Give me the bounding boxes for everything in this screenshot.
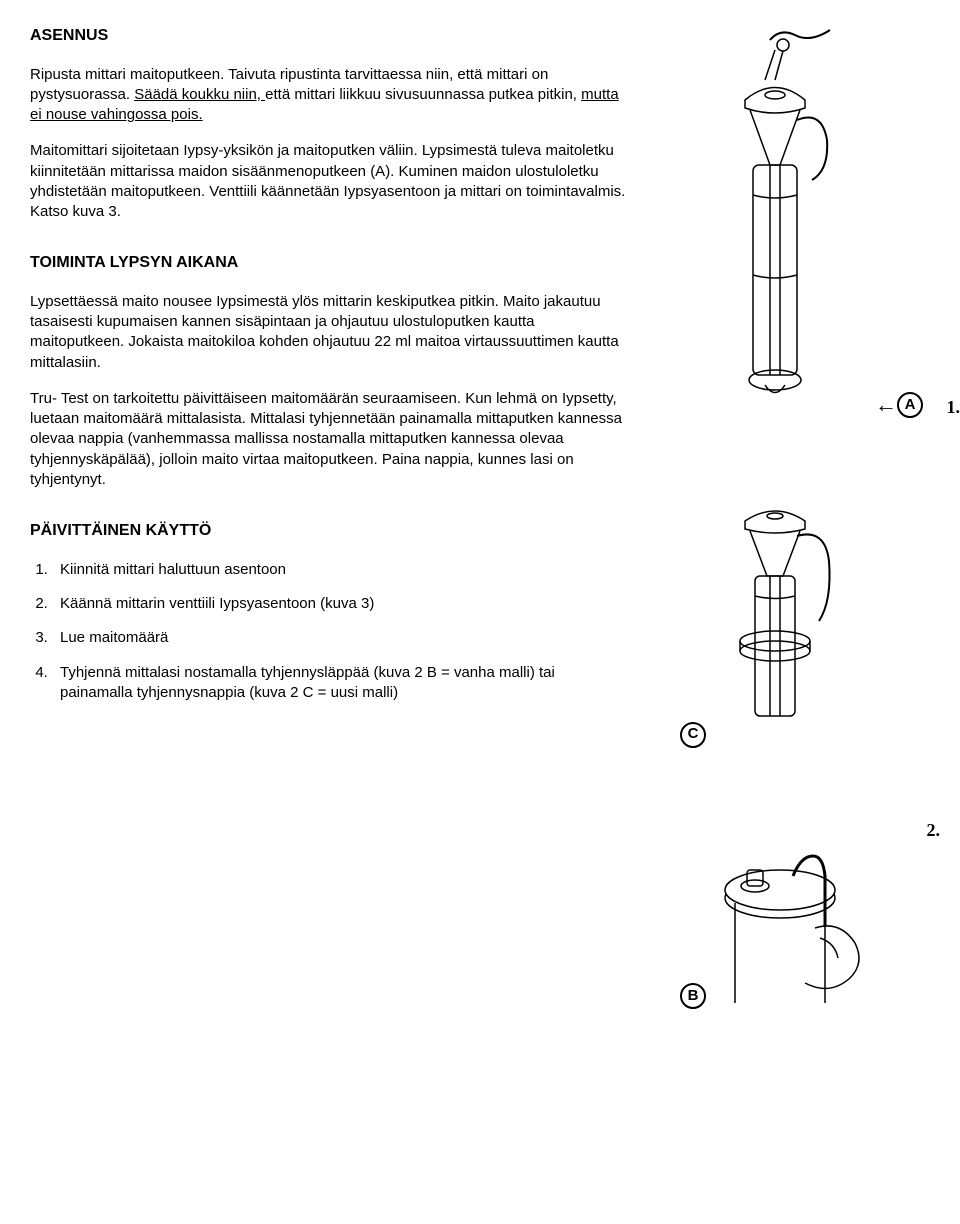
figure-number-1: 1.	[947, 395, 960, 419]
daily-use-list: Kiinnitä mittari haluttuun asentoon Kään…	[30, 560, 630, 703]
list-item: Kiinnitä mittari haluttuun asentoon	[52, 560, 630, 580]
label-b: B	[680, 983, 706, 1009]
figure-2-lower: B 2.	[685, 848, 895, 1024]
list-item: Käännä mittarin venttiili Iypsyasentoon …	[52, 594, 630, 614]
milk-meter-diagram-1	[675, 25, 905, 455]
asennus-p2: Maitomittari sijoitetaan Iypsy-yksikön j…	[30, 141, 630, 222]
section-title-toiminta: TOIMINTA LYPSYN AIKANA	[30, 252, 630, 274]
figure-1: ← A 1.	[675, 25, 905, 461]
arrow-left-icon: ←	[875, 390, 897, 420]
figure-number-2: 2.	[927, 818, 941, 842]
list-item: Lue maitomäärä	[52, 628, 630, 648]
asennus-p1b: Säädä koukku niin,	[134, 86, 265, 103]
toiminta-p2: Tru- Test on tarkoitettu päivittäiseen m…	[30, 389, 630, 490]
milk-meter-diagram-2	[685, 491, 895, 751]
figure-2-upper: C	[685, 491, 895, 757]
section-title-asennus: ASENNUS	[30, 25, 630, 47]
section-title-paivittainen: PÄIVITTÄINEN KÄYTTÖ	[30, 520, 630, 542]
milk-meter-detail-b	[685, 848, 895, 1018]
list-item: Tyhjennä mittalasi nostamalla tyhjennysl…	[52, 663, 630, 704]
asennus-p1c: että mittari liikkuu sivusuunnassa putke…	[265, 86, 581, 103]
label-a: A	[897, 392, 923, 418]
asennus-p1: Ripusta mittari maitoputkeen. Taivuta ri…	[30, 65, 630, 126]
label-c: C	[680, 722, 706, 748]
toiminta-p1: Lypsettäessä maito nousee Iypsimestä ylö…	[30, 292, 630, 373]
